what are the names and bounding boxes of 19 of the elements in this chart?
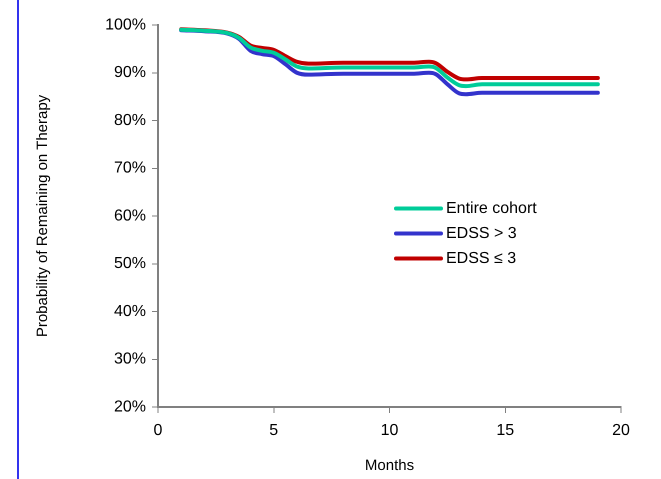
legend-label: EDSS > 3 <box>446 224 517 242</box>
x-tick-label: 0 <box>154 422 163 440</box>
x-axis-title: Months <box>364 457 414 474</box>
y-tick-label: 20% <box>114 398 146 416</box>
x-tick-label: 20 <box>612 422 630 440</box>
x-tick-label: 10 <box>380 422 398 440</box>
x-tick-label: 5 <box>269 422 278 440</box>
y-tick-label: 30% <box>114 350 146 368</box>
y-tick-label: 40% <box>114 302 146 320</box>
x-tick-label: 15 <box>496 422 514 440</box>
y-tick-label: 100% <box>105 16 146 34</box>
y-tick-label: 70% <box>114 160 146 177</box>
y-tick-label: 90% <box>114 64 146 82</box>
legend-label: Entire cohort <box>446 200 538 217</box>
legend-label: EDSS ≤ 3 <box>446 250 516 267</box>
y-tick-label: 60% <box>114 207 146 224</box>
y-tick-label: 80% <box>114 112 146 129</box>
y-tick-label: 50% <box>114 255 146 272</box>
y-axis-title: Probability of Remaining on Therapy <box>34 94 52 338</box>
